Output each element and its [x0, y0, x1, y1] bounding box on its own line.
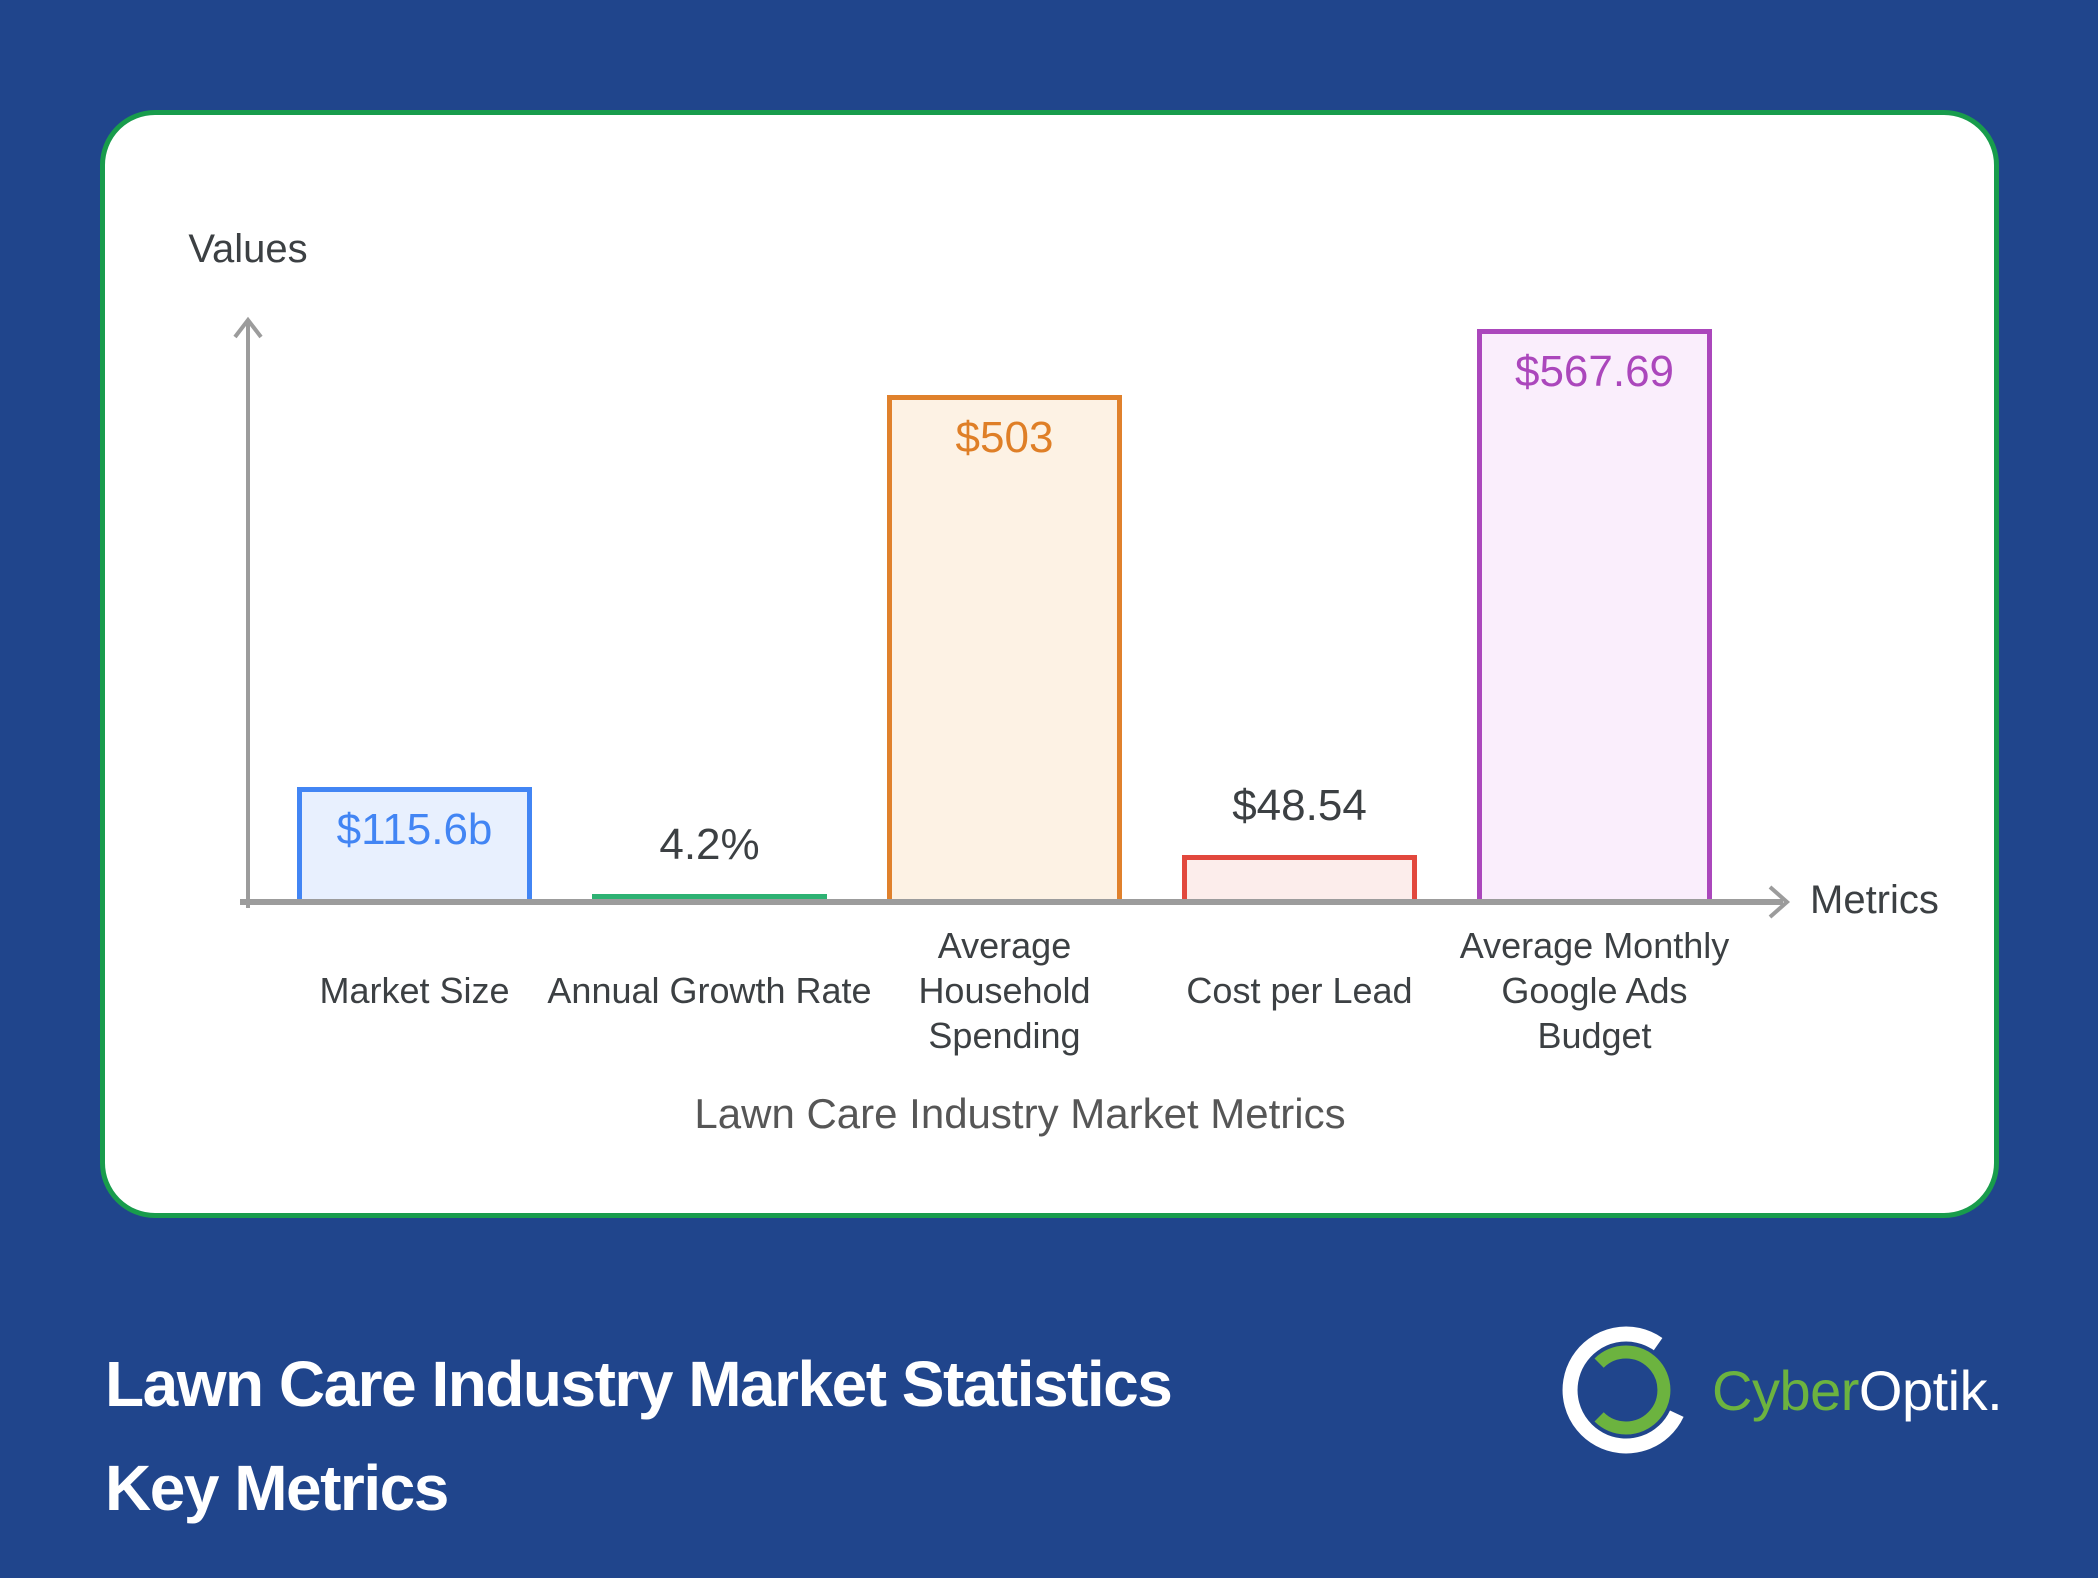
tick-label: Cost per Lead — [1186, 969, 1413, 1011]
bar — [297, 787, 532, 904]
bar-value-label: $48.54 — [1232, 781, 1367, 830]
bar — [887, 395, 1122, 904]
logo-outer-arc — [1562, 1326, 1684, 1454]
bar-group: $115.6b Market Size — [297, 115, 532, 1223]
x-axis-arrowhead — [1768, 885, 1791, 919]
footer-headline-line2: Key Metrics — [105, 1452, 449, 1524]
bar-group: $503 Average Household Spending — [887, 115, 1122, 1223]
bar-group: $567.69 Average Monthly Google Ads Budge… — [1460, 115, 1729, 1223]
tick-label: Average Household Spending — [918, 924, 1091, 1056]
logo-text-cyber: Cyber — [1712, 1358, 1859, 1422]
y-axis — [233, 316, 263, 908]
bar-group: $48.54 Cost per Lead — [1182, 115, 1417, 1223]
bar-group: 4.2% Annual Growth Rate — [547, 115, 871, 1223]
chart-title: Lawn Care Industry Market Metrics — [694, 1090, 1346, 1137]
tick-label: Market Size — [319, 969, 510, 1011]
footer-headline-line1: Lawn Care Industry Market Statistics — [105, 1348, 1173, 1420]
tick-label: Annual Growth Rate — [547, 969, 872, 1011]
chart-card: Values Metrics $115.6b Market Size 4.2% … — [100, 110, 1999, 1218]
bar-value-label: $567.69 — [1514, 347, 1675, 396]
cyberoptik-logo-text: CyberOptik. — [1712, 1358, 2003, 1423]
logo-text-optik: Optik. — [1858, 1358, 2003, 1422]
y-axis-title: Values — [188, 227, 308, 271]
cyberoptik-logo-icon — [1562, 1326, 1684, 1454]
bar-value-label: 4.2% — [659, 820, 760, 869]
bar — [1182, 855, 1417, 904]
y-axis-arrowhead — [233, 316, 263, 339]
x-axis-title: Metrics — [1810, 878, 1939, 922]
bar-value-label: $115.6b — [336, 805, 493, 854]
bar — [1477, 329, 1712, 904]
tick-label: Average Monthly Google Ads Budget — [1459, 924, 1730, 1056]
logo-inner-arc — [1594, 1345, 1671, 1435]
cyberoptik-logo: CyberOptik. — [1556, 1320, 2003, 1460]
bar — [592, 894, 827, 904]
footer-headline: Lawn Care Industry Market Statistics Key… — [105, 1332, 1173, 1540]
bar-value-label: $503 — [955, 413, 1054, 462]
